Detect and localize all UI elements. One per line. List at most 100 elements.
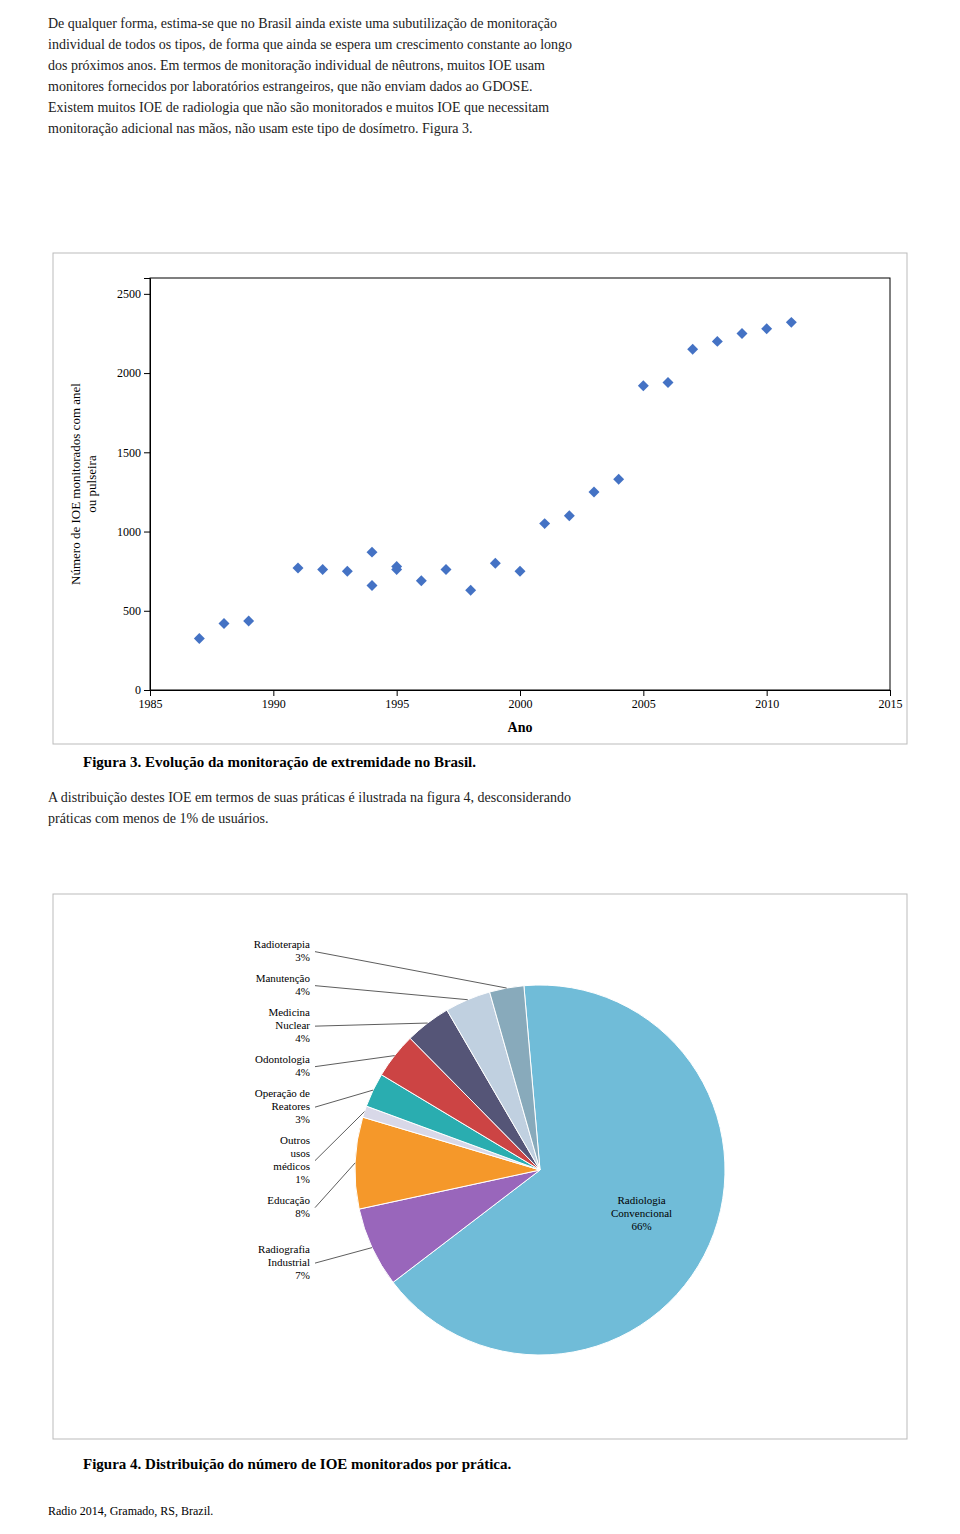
point bbox=[219, 618, 230, 629]
point bbox=[638, 380, 649, 391]
point bbox=[465, 585, 476, 596]
slice-label: Manutenção4% bbox=[256, 972, 311, 997]
slice-label-name: Convencional bbox=[611, 1207, 672, 1219]
slice-label-name: Outros bbox=[280, 1134, 310, 1146]
point bbox=[737, 328, 748, 339]
leader-line bbox=[315, 1023, 428, 1026]
tick-mark bbox=[397, 690, 398, 696]
slice-label-value: 7% bbox=[295, 1269, 310, 1281]
slice-label: RadiologiaConvencional66% bbox=[611, 1194, 672, 1232]
tick-label: 2005 bbox=[632, 697, 656, 711]
tick: 0 bbox=[135, 683, 150, 697]
leader-line bbox=[315, 1112, 364, 1161]
tick-label: 2500 bbox=[117, 287, 141, 301]
paragraph-line: práticas com menos de 1% de usuários. bbox=[48, 811, 268, 826]
slice-label: RadiografiaIndustrial7% bbox=[258, 1243, 310, 1281]
tick: 2015 bbox=[879, 690, 903, 711]
point bbox=[589, 486, 600, 497]
slice-label: Odontologia4% bbox=[255, 1053, 310, 1078]
tick: 500 bbox=[123, 604, 150, 618]
point bbox=[342, 566, 353, 577]
tick-label: 500 bbox=[123, 604, 141, 618]
leader-line bbox=[315, 1163, 355, 1208]
tick-label: 2010 bbox=[755, 697, 779, 711]
tick: 1500 bbox=[117, 446, 150, 460]
tick-mark bbox=[890, 690, 891, 696]
slice-label-value: 8% bbox=[295, 1207, 310, 1219]
tick-label: 2000 bbox=[509, 697, 533, 711]
caption: Figura 3. Evolução da monitoração de ext… bbox=[83, 754, 476, 770]
x-axis-title: Ano bbox=[508, 720, 533, 735]
slice-label-name: Medicina bbox=[268, 1006, 310, 1018]
point bbox=[687, 344, 698, 355]
point bbox=[663, 377, 674, 388]
y-axis-title-line: ou pulseira bbox=[84, 455, 99, 513]
tick: 1995 bbox=[385, 690, 409, 711]
point bbox=[416, 575, 427, 586]
slice-label: Educação8% bbox=[267, 1194, 310, 1219]
point bbox=[761, 323, 772, 334]
y-axis-title: Número de IOE monitorados com anelou pul… bbox=[68, 383, 99, 585]
y-axis: 05001000150020002500 bbox=[117, 279, 151, 698]
slice-label: Radioterapia3% bbox=[254, 938, 310, 963]
tick-mark bbox=[520, 690, 521, 696]
slice-label-value: 3% bbox=[295, 1113, 310, 1125]
slice-label-name: Reatores bbox=[272, 1100, 310, 1112]
slice-label-value: 4% bbox=[295, 1066, 310, 1078]
point bbox=[490, 558, 501, 569]
tick-label: 1000 bbox=[117, 525, 141, 539]
leader-line bbox=[315, 986, 468, 1000]
tick-label: 1985 bbox=[139, 697, 163, 711]
leader-line bbox=[315, 1090, 373, 1107]
slice-label-value: 4% bbox=[295, 985, 310, 997]
slice-label-value: 1% bbox=[295, 1173, 310, 1185]
paragraph-line: individual de todos os tipos, de forma q… bbox=[48, 37, 572, 52]
point bbox=[539, 518, 550, 529]
footer: Radio 2014, Gramado, RS, Brazil. bbox=[48, 1504, 213, 1518]
paragraph-line: dos próximos anos. Em termos de monitora… bbox=[48, 58, 545, 73]
tick: 1990 bbox=[262, 690, 286, 711]
tick-label: 0 bbox=[135, 683, 141, 697]
paragraph: De qualquer forma, estima-se que no Bras… bbox=[48, 16, 572, 136]
point bbox=[367, 547, 378, 558]
tick-mark bbox=[144, 373, 150, 374]
point bbox=[194, 633, 205, 644]
tick: 2000 bbox=[509, 690, 533, 711]
tick: 2010 bbox=[755, 690, 779, 711]
tick: 2500 bbox=[117, 287, 150, 301]
slice-label-value: 3% bbox=[295, 951, 310, 963]
slice-label-name: usos bbox=[290, 1147, 310, 1159]
slice-label-name: Industrial bbox=[268, 1256, 310, 1268]
slice-label: MedicinaNuclear4% bbox=[268, 1006, 310, 1044]
slice-label-name: Educação bbox=[267, 1194, 310, 1206]
slice-label-name: Nuclear bbox=[275, 1019, 310, 1031]
tick-mark bbox=[144, 611, 150, 612]
caption: Figura 4. Distribuição do número de IOE … bbox=[83, 1456, 511, 1472]
tick-mark bbox=[643, 690, 644, 696]
slice-label-name: Radiologia bbox=[617, 1194, 665, 1206]
paragraph-line: De qualquer forma, estima-se que no Bras… bbox=[48, 16, 557, 31]
point bbox=[243, 616, 254, 627]
tick-label: 1995 bbox=[385, 697, 409, 711]
point bbox=[712, 336, 723, 347]
point bbox=[786, 317, 797, 328]
slice-labels: RadiologiaConvencional66% Radioterapia3% M… bbox=[254, 938, 672, 1281]
panel-border bbox=[53, 894, 907, 1439]
slice bbox=[490, 986, 540, 1170]
point bbox=[367, 580, 378, 591]
paragraph-line: A distribuição destes IOE em termos de s… bbox=[48, 790, 571, 805]
tick-mark bbox=[144, 690, 150, 691]
points bbox=[194, 317, 797, 644]
paragraph-line: Existem muitos IOE de radiologia que não… bbox=[48, 100, 549, 115]
paragraph: A distribuição destes IOE em termos de s… bbox=[48, 790, 571, 826]
paragraph-line: monitoração adicional nas mãos, não usam… bbox=[48, 121, 473, 136]
slice-label-name: Odontologia bbox=[255, 1053, 310, 1065]
y-axis-title-line: Número de IOE monitorados com anel bbox=[68, 383, 83, 585]
point bbox=[293, 563, 304, 574]
leader-line bbox=[315, 1056, 395, 1067]
slice-label-name: Radiografia bbox=[258, 1243, 310, 1255]
point bbox=[613, 474, 624, 485]
tick-label: 1990 bbox=[262, 697, 286, 711]
tick-mark bbox=[144, 294, 150, 295]
slice-label-name: Operação de bbox=[255, 1087, 310, 1099]
